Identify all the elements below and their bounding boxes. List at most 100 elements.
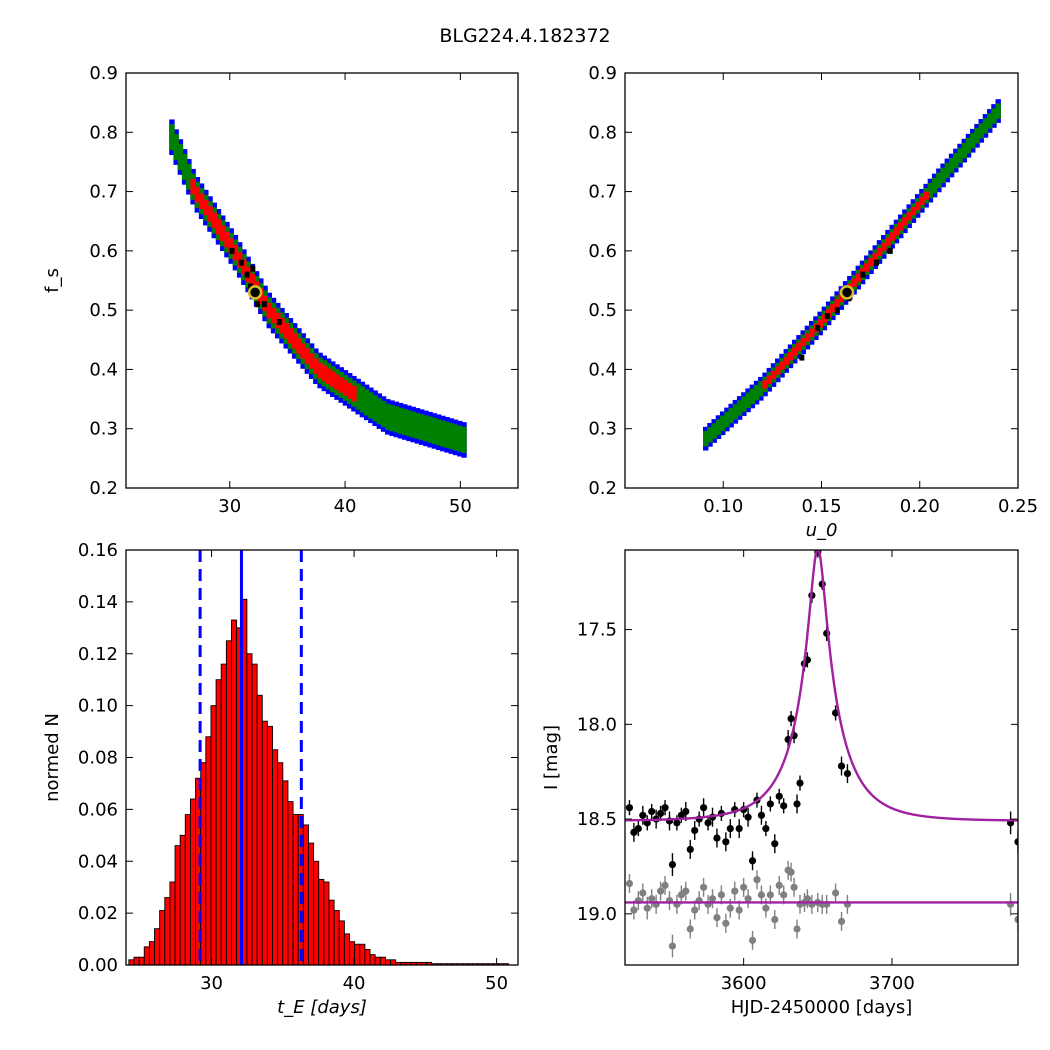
y-tick-label: 0.04 [78,851,118,872]
histogram-bar [328,899,335,966]
histogram-bar [302,824,309,966]
sigma1-cell [266,302,273,319]
data-point [682,807,690,816]
histogram-bar [359,943,366,966]
histogram-bar [354,943,361,966]
sigma1-cell [864,263,870,272]
histogram-bar [189,798,197,966]
data-point [796,779,804,787]
data-point [837,917,846,926]
x-tick-label: 30 [218,496,241,517]
sigma1-cell [770,370,777,380]
data-point [1014,838,1018,846]
sigma1-cell [317,362,323,379]
sigma1-cell [351,385,357,402]
histogram-bar [159,910,166,966]
histogram-bar [164,897,171,966]
histogram-bar [154,928,161,966]
sigma2-cell [385,403,391,430]
sigma1-cell [220,225,226,241]
data-point [775,792,783,800]
y-tick-label: 0.6 [89,241,118,262]
histogram-bar [179,834,186,966]
sigma1-cell [906,212,912,221]
histogram-bar [148,941,155,966]
data-point [757,891,766,899]
histogram-bar [205,736,212,966]
data-point [740,883,748,891]
plot-frame [125,72,519,489]
y-tick-label: 0.3 [588,419,617,440]
sigma2-cell [961,142,968,159]
data-point [766,800,774,808]
sigma1-cell [270,307,277,324]
y-tick-label: 0.06 [78,799,118,820]
sigma2-cell [431,417,438,445]
sigma1-cell [889,232,895,241]
data-point [661,881,669,890]
chain-point [799,354,805,361]
sigma1-cell [232,244,239,261]
chain-point [860,271,866,278]
data-point [766,891,774,899]
histogram-bar [318,878,325,966]
data-point [731,887,739,895]
data-point [691,906,699,914]
data-point [630,906,638,914]
chain-point [824,313,830,320]
histogram-bar [282,780,289,966]
sigma1-cell [914,201,921,211]
sigma2-cell [452,424,459,451]
data-point [771,915,779,924]
y-axis-label: normed N [42,713,63,802]
sigma2-cell [957,147,963,164]
data-point [708,895,717,903]
sigma2-cell [736,400,743,416]
figure-title: BLG224.4.182372 [439,25,610,47]
data-point [713,914,721,922]
sigma2-cell [414,412,421,439]
data-point [744,813,752,821]
sigma1-cell [897,222,904,231]
sigma2-cell [711,423,717,439]
histogram-bar [277,762,284,966]
histogram-bar [292,814,299,966]
histogram-bar [384,959,392,966]
sigma1-cell [855,273,862,282]
sigma2-cell [758,381,764,397]
light-curve-panel: 3600 3700 17.5 18.0 18.5 19.0 HJD-2450000 [day… [541,549,1019,1018]
data-point [717,891,725,899]
y-tick-label: 0.08 [78,748,118,769]
sigma2-cell [728,407,734,424]
data-point [748,936,757,944]
sigma1-cell [796,342,802,352]
y-tick-label: 18.5 [577,809,617,830]
x-axis-label: u_0 [806,520,838,541]
data-point [668,942,677,950]
sigma2-cell [965,137,972,154]
chain-point [244,271,250,278]
data-point [787,715,795,723]
y-tick-label: 0.3 [89,419,118,440]
model-curve [625,550,1018,822]
sigma2-cell [986,113,993,129]
sigma1-cell [228,238,234,254]
chain-point [276,319,282,325]
sigma2-cell [410,411,416,438]
best-fit-marker [247,285,263,300]
x-tick-label: 3600 [721,973,767,994]
sigma1-cell [893,227,900,236]
sigma1-cell [779,361,785,370]
y-tick-label: 0.2 [588,478,617,499]
sigma1-cell [190,178,196,195]
y-tick-label: 19.0 [577,904,617,925]
histogram-bar [379,956,386,966]
data-point [625,879,634,888]
sigma2-cell [389,405,395,432]
chain-point [874,259,880,266]
data-point [780,802,788,810]
sigma1-cell [919,196,925,205]
data-point [656,887,665,895]
sigma1-cell [321,365,328,382]
data-point [686,925,694,933]
